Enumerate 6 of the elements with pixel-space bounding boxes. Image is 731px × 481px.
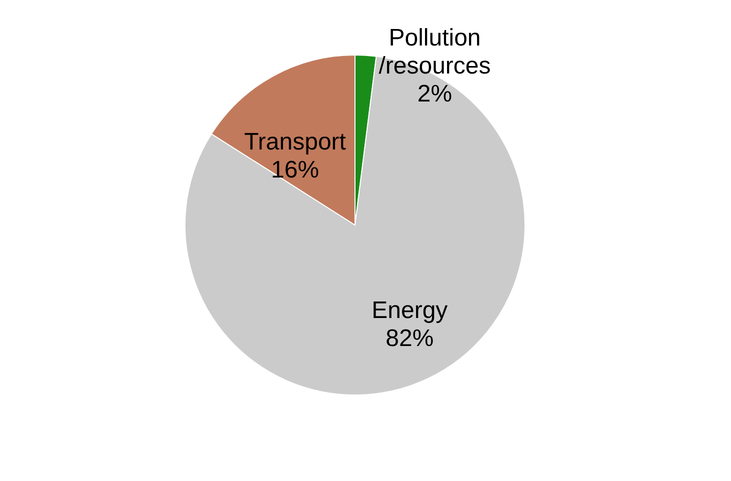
- slice-label: Transport: [244, 128, 346, 156]
- slice-label: Pollution /resources: [378, 24, 491, 80]
- data-label: 82%: [386, 325, 434, 352]
- data-label: 2%: [417, 80, 452, 108]
- data-label: 16%: [271, 156, 320, 184]
- slice-label: Energy: [372, 297, 448, 324]
